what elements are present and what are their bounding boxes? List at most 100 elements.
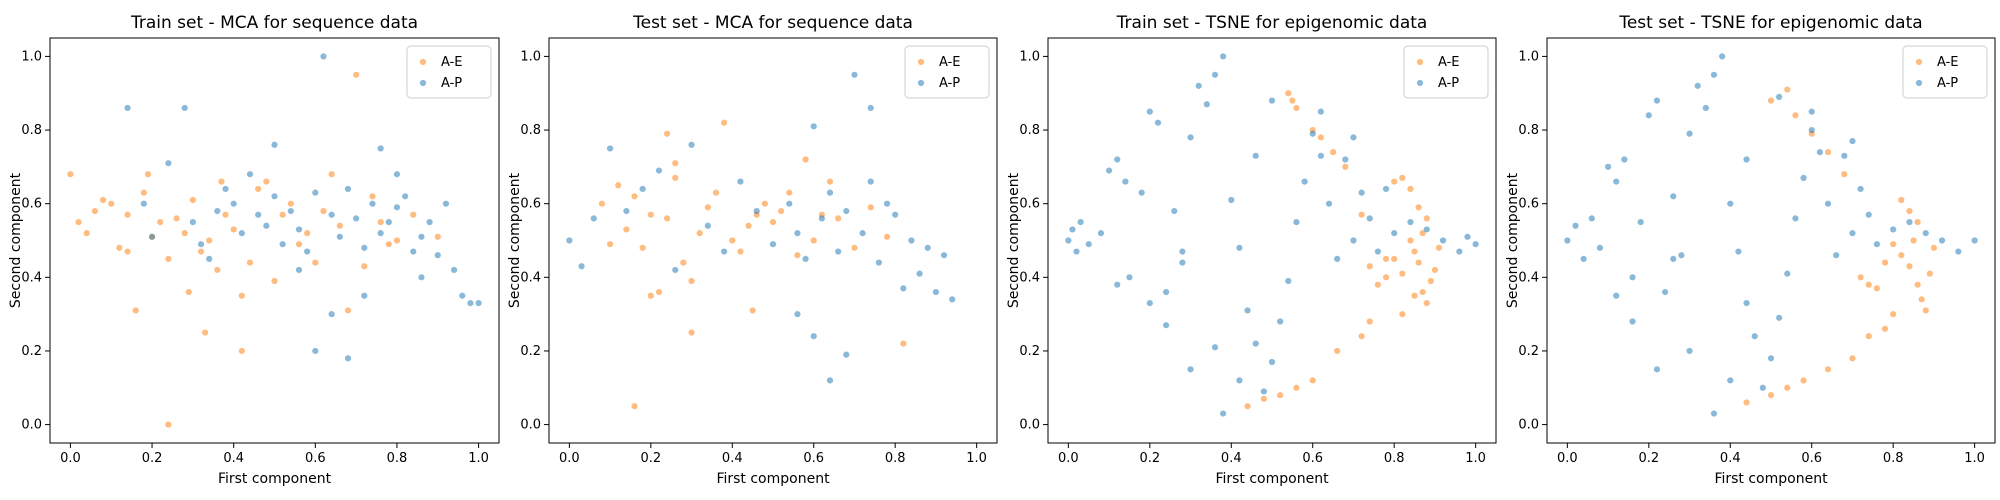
scatter-point-a-p: [418, 274, 425, 281]
scatter-point-a-e: [1890, 311, 1897, 318]
scatter-point-a-p: [361, 292, 368, 299]
scatter-point-a-p: [442, 200, 450, 207]
scatter-point-a-p: [1097, 230, 1105, 237]
scatter-point-a-p: [1350, 134, 1357, 141]
scatter-point-a-p: [794, 311, 801, 318]
scatter-point-a-e: [1366, 318, 1373, 325]
scatter-point-a-p: [867, 104, 874, 112]
x-tick-label: 0.2: [1139, 451, 1160, 466]
scatter-point-a-e: [1918, 296, 1925, 303]
scatter-point-a-p: [1179, 259, 1186, 266]
scatter-point-a-p: [1301, 178, 1308, 185]
scatter-point-a-p: [818, 215, 825, 222]
scatter-point-a-p: [393, 171, 401, 178]
scatter-point-a-p: [940, 252, 948, 259]
scatter-point-a-e: [721, 119, 728, 126]
y-tick-label: 0.8: [1019, 123, 1040, 138]
scatter-point-a-p: [271, 141, 278, 148]
scatter-point-a-p: [859, 230, 866, 237]
x-axis-label: First component: [716, 471, 830, 487]
scatter-point-a-e: [434, 233, 441, 240]
scatter-point-a-p: [1564, 237, 1571, 244]
scatter-point-a-e: [1358, 333, 1365, 340]
scatter-point-a-p: [1228, 196, 1235, 204]
scatter-point-a-p: [1637, 218, 1644, 226]
scatter-point-a-p: [1849, 137, 1856, 145]
y-tick-label: 0.4: [1019, 270, 1040, 285]
legend-label: A-P: [1438, 76, 1459, 91]
scatter-point-a-e: [1857, 274, 1864, 281]
scatter-point-a-p: [1252, 152, 1259, 159]
scatter-point-a-e: [1873, 285, 1880, 292]
scatter-point-a-p: [304, 248, 311, 255]
x-tick-label: 0.0: [1058, 451, 1079, 466]
scatter-point-a-e: [189, 196, 196, 204]
scatter-point-a-p: [606, 145, 614, 152]
scatter-point-a-e: [197, 248, 205, 255]
scatter-point-a-e: [1435, 244, 1443, 251]
scatter-point-a-p: [1800, 174, 1807, 182]
scatter-point-a-p: [1268, 358, 1276, 366]
scatter-point-a-p: [255, 211, 262, 218]
scatter-point-a-e: [655, 288, 663, 296]
scatter-point-a-p: [1572, 222, 1579, 229]
scatter-point-a-p: [336, 233, 343, 240]
scatter-point-a-p: [949, 296, 956, 303]
scatter-point-a-p: [1719, 53, 1726, 60]
scatter-point-a-e: [810, 237, 817, 244]
y-tick-label: 0.8: [21, 123, 42, 138]
scatter-point-a-p: [566, 237, 573, 244]
scatter-point-a-p: [704, 222, 711, 229]
scatter-point-a-p: [1464, 233, 1471, 240]
scatter-point-a-p: [1808, 108, 1815, 115]
scatter-point-a-e: [230, 226, 237, 233]
scatter-point-a-p: [1743, 299, 1750, 307]
scatter-point-a-e: [1289, 97, 1296, 104]
legend-label: A-E: [1937, 55, 1959, 70]
scatter-point-a-e: [696, 230, 703, 237]
x-tick-label: 0.4: [1221, 451, 1242, 466]
scatter-point-a-e: [238, 347, 245, 355]
x-tick-label: 0.6: [803, 451, 824, 466]
scatter-point-a-p: [1195, 82, 1202, 89]
scatter-point-a-e: [255, 185, 262, 193]
scatter-point-a-e: [1407, 237, 1414, 244]
x-tick-label: 1.0: [468, 451, 489, 466]
scatter-point-a-e: [83, 230, 90, 237]
scatter-point-a-p: [1138, 189, 1145, 196]
scatter-point-a-p: [1776, 314, 1783, 321]
chart-panel-2: Test set - MCA for sequence data First co…: [507, 13, 998, 487]
scatter-point-a-p: [377, 145, 384, 152]
chart-panel-1: Train set - MCA for sequence data First c…: [8, 13, 500, 487]
scatter-point-a-p: [1350, 237, 1357, 244]
scatter-point-a-p: [1171, 207, 1178, 215]
legend-marker: [1416, 79, 1424, 87]
scatter-point-a-p: [655, 167, 663, 174]
scatter-point-a-e: [1922, 307, 1929, 314]
scatter-point-a-p: [402, 193, 409, 200]
plot-area: [1048, 38, 1496, 443]
scatter-point-a-p: [1260, 388, 1267, 395]
scatter-point-a-p: [1971, 237, 1978, 244]
scatter-point-a-e: [647, 292, 654, 299]
scatter-point-a-p: [753, 207, 760, 215]
scatter-point-a-p: [835, 248, 842, 255]
scatter-point-a-p: [1686, 347, 1693, 355]
scatter-point-a-p: [230, 200, 237, 207]
scatter-point-a-p: [721, 248, 728, 255]
scatter-point-a-p: [908, 237, 915, 244]
scatter-point-a-e: [1423, 215, 1430, 222]
x-tick-label: 0.0: [559, 451, 580, 466]
scatter-point-a-e: [287, 200, 294, 207]
scatter-point-a-e: [1898, 196, 1905, 204]
scatter-point-a-p: [246, 171, 254, 178]
y-tick-label: 0.6: [520, 197, 541, 212]
scatter-point-a-e: [144, 171, 152, 178]
scatter-point-a-e: [385, 241, 392, 248]
scatter-point-a-p: [1065, 237, 1072, 244]
scatter-point-a-e: [1399, 270, 1406, 277]
x-tick-label: 0.8: [1384, 451, 1405, 466]
plot-area: [1547, 38, 1995, 443]
legend-marker: [419, 79, 427, 87]
scatter-point-a-e: [688, 277, 695, 285]
